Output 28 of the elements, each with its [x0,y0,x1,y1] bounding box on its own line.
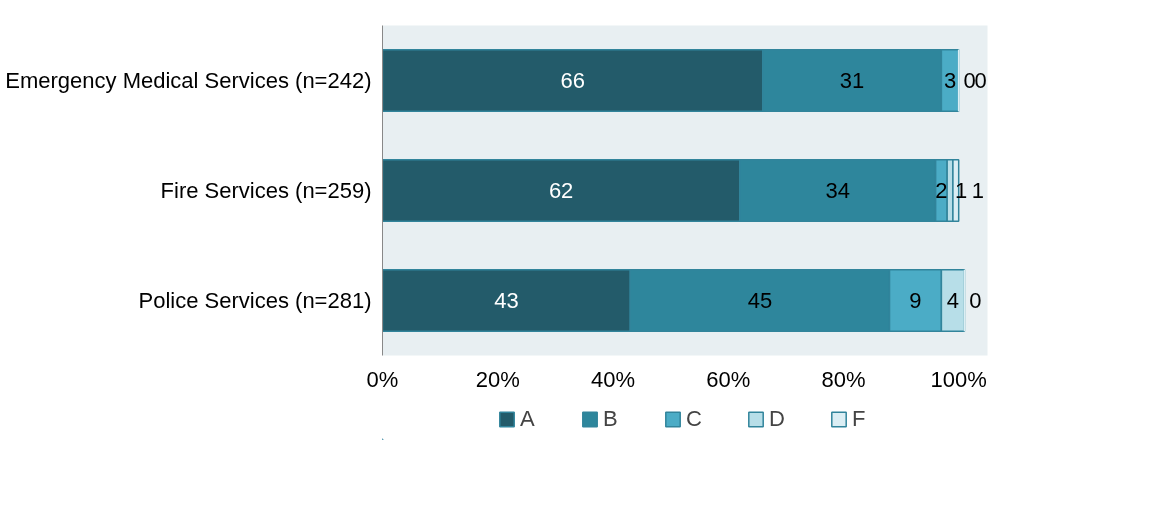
data-label: 62 [548,178,574,203]
data-label: 3 [943,68,957,93]
legend-label: B [603,406,619,432]
data-label: 45 [747,288,773,313]
data-label: 0 [963,68,976,93]
data-label: 43 [494,288,519,313]
data-label: 66 [560,68,585,93]
legend-label: C [686,406,703,432]
data-label: 0 [974,68,987,93]
data-label: 4 [946,288,960,313]
x-tick-label: 80% [821,366,866,392]
legend-label: F [852,406,867,432]
data-label: 31 [839,68,865,93]
x-tick-label: 20% [475,366,520,392]
y-tick-label: Police Services (n=281) [138,288,372,313]
x-tick-label: 60% [706,366,751,392]
x-tick-label: 40% [590,366,636,392]
data-label: 0 [969,288,982,313]
y-tick-label: Fire Services (n=259) [160,178,372,203]
y-tick-label: Emergency Medical Services (n=242) [5,68,372,93]
data-label: 34 [825,178,850,203]
legend-label: A [520,406,536,432]
data-label: 2 [935,178,948,203]
data-label: 1 [971,178,984,203]
legend-label: D [769,406,786,432]
data-label: 9 [909,288,922,313]
x-tick-label: 0% [366,366,399,392]
x-tick-label: 100% [930,366,987,392]
